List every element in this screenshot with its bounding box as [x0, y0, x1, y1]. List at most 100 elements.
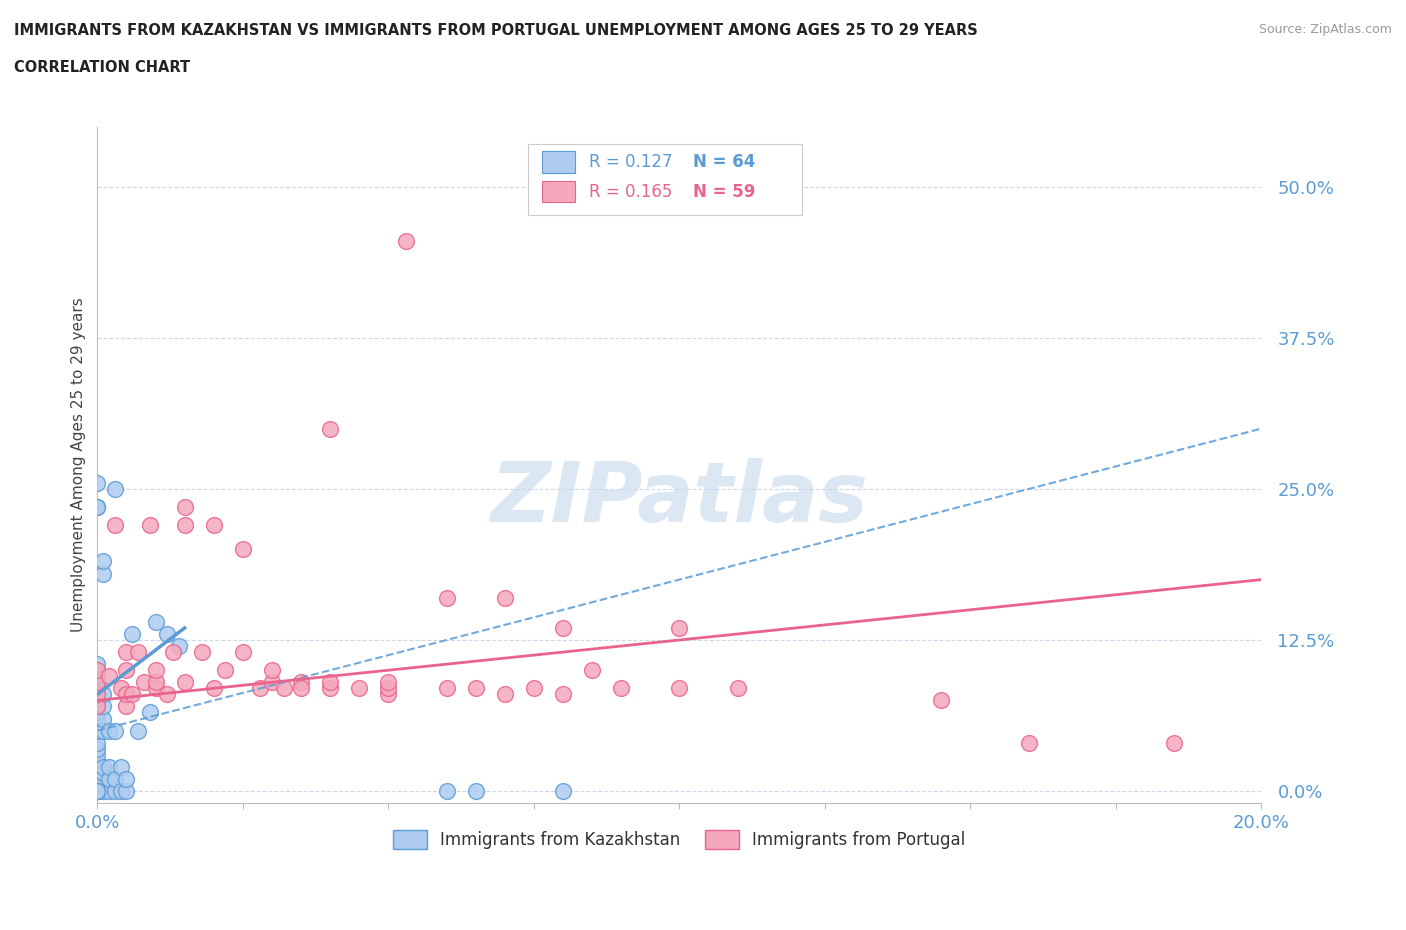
Point: [86, 765, 108, 780]
FancyBboxPatch shape: [529, 143, 801, 215]
Point: [86, 784, 108, 799]
Point: [162, 644, 184, 659]
Point: [132, 675, 155, 690]
Point: [91, 784, 114, 799]
Point: [319, 421, 342, 436]
Point: [86, 663, 108, 678]
Point: [202, 681, 225, 696]
Point: [319, 675, 342, 690]
Point: [138, 705, 160, 720]
Point: [86, 772, 108, 787]
Point: [91, 687, 114, 702]
Point: [86, 784, 108, 799]
Y-axis label: Unemployment Among Ages 25 to 29 years: Unemployment Among Ages 25 to 29 years: [72, 298, 86, 632]
Point: [86, 687, 108, 702]
Point: [610, 681, 633, 696]
Point: [91, 765, 114, 780]
Point: [395, 234, 418, 249]
Point: [581, 663, 603, 678]
Text: R = 0.127: R = 0.127: [589, 153, 672, 171]
Point: [115, 699, 138, 714]
Point: [668, 681, 690, 696]
Point: [98, 772, 121, 787]
Point: [668, 620, 690, 635]
Point: [138, 518, 160, 533]
Point: [86, 784, 108, 799]
Point: [1018, 736, 1040, 751]
Point: [86, 784, 108, 799]
Point: [91, 699, 114, 714]
Point: [86, 681, 108, 696]
Point: [91, 711, 114, 726]
Point: [86, 693, 108, 708]
Point: [214, 663, 236, 678]
Point: [86, 657, 108, 671]
Text: ZIPatlas: ZIPatlas: [491, 458, 869, 539]
Text: Source: ZipAtlas.com: Source: ZipAtlas.com: [1258, 23, 1392, 36]
Point: [104, 724, 127, 738]
Point: [115, 644, 138, 659]
Point: [110, 784, 132, 799]
Point: [86, 784, 108, 799]
Point: [377, 687, 399, 702]
Point: [145, 681, 167, 696]
FancyBboxPatch shape: [543, 151, 575, 173]
Point: [1163, 736, 1185, 751]
Point: [91, 566, 114, 581]
Point: [551, 784, 574, 799]
Point: [145, 615, 167, 630]
Point: [86, 784, 108, 799]
Point: [121, 687, 143, 702]
Point: [494, 687, 516, 702]
Point: [91, 554, 114, 569]
Point: [86, 669, 108, 684]
Point: [436, 591, 458, 605]
Point: [86, 675, 108, 690]
Point: [86, 736, 108, 751]
Point: [110, 681, 132, 696]
Point: [464, 784, 486, 799]
Point: [98, 784, 121, 799]
Point: [232, 542, 254, 557]
Point: [104, 482, 127, 497]
Point: [110, 760, 132, 775]
Point: [86, 748, 108, 763]
Point: [464, 681, 486, 696]
Point: [86, 784, 108, 799]
Point: [191, 644, 214, 659]
Point: [319, 681, 342, 696]
Point: [86, 663, 108, 678]
Text: N = 64: N = 64: [693, 153, 756, 171]
Point: [86, 753, 108, 768]
Text: IMMIGRANTS FROM KAZAKHSTAN VS IMMIGRANTS FROM PORTUGAL UNEMPLOYMENT AMONG AGES 2: IMMIGRANTS FROM KAZAKHSTAN VS IMMIGRANTS…: [14, 23, 977, 38]
Text: CORRELATION CHART: CORRELATION CHART: [14, 60, 190, 75]
Point: [115, 663, 138, 678]
Point: [377, 681, 399, 696]
Point: [98, 724, 121, 738]
Text: N = 59: N = 59: [693, 182, 756, 201]
Point: [202, 518, 225, 533]
Point: [86, 777, 108, 792]
Point: [929, 693, 952, 708]
Point: [290, 681, 312, 696]
Point: [156, 627, 179, 642]
Point: [156, 687, 179, 702]
Point: [86, 687, 108, 702]
Legend: Immigrants from Kazakhstan, Immigrants from Portugal: Immigrants from Kazakhstan, Immigrants f…: [387, 823, 972, 856]
Point: [104, 772, 127, 787]
Point: [86, 499, 108, 514]
Point: [260, 675, 283, 690]
Point: [436, 681, 458, 696]
Point: [145, 663, 167, 678]
Point: [523, 681, 546, 696]
Point: [127, 724, 149, 738]
Point: [104, 784, 127, 799]
Point: [86, 741, 108, 756]
Text: R = 0.165: R = 0.165: [589, 182, 672, 201]
Point: [91, 772, 114, 787]
Point: [86, 711, 108, 726]
Point: [98, 669, 121, 684]
Point: [86, 705, 108, 720]
Point: [86, 724, 108, 738]
Point: [86, 717, 108, 732]
